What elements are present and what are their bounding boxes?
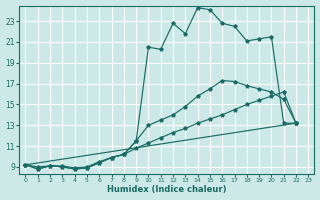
X-axis label: Humidex (Indice chaleur): Humidex (Indice chaleur) [107, 185, 227, 194]
